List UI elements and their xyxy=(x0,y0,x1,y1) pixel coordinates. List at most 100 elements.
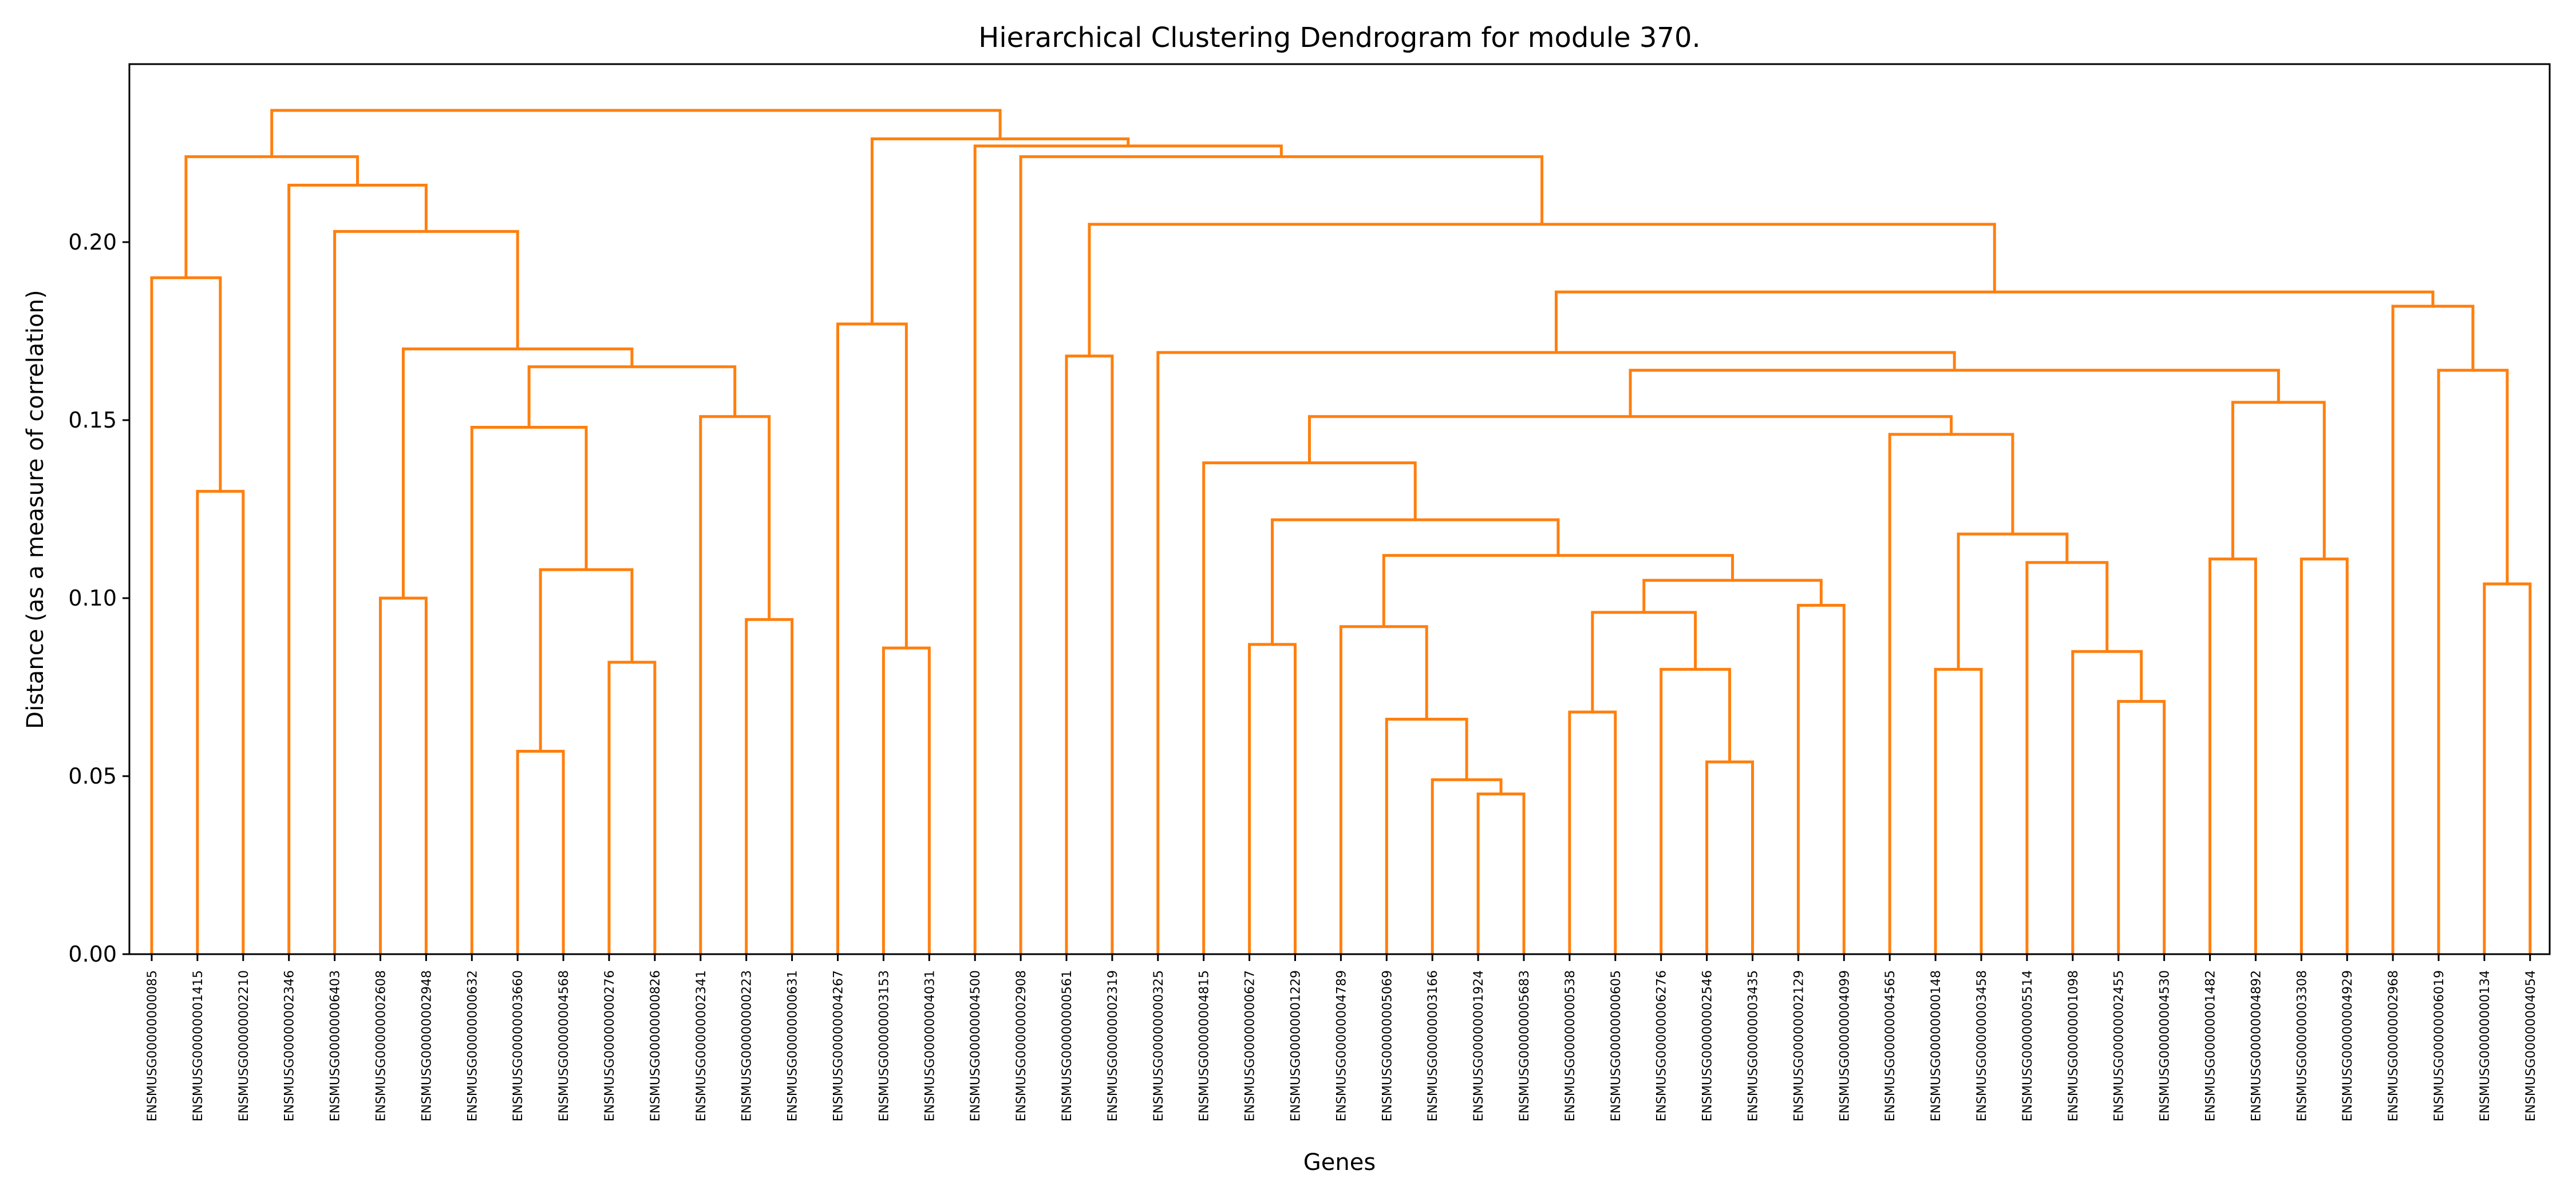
dendrogram-link xyxy=(1629,369,2280,417)
dendrogram-link xyxy=(1796,603,1846,954)
dendrogram-link xyxy=(1705,760,1754,954)
leaf-label: ENSMUSG00000004267 xyxy=(832,970,846,1121)
dendrogram-link xyxy=(184,155,359,278)
dendrogram-link xyxy=(2231,401,2326,559)
dendrogram-link xyxy=(150,276,222,954)
dendrogram-link xyxy=(1088,223,1996,357)
leaf-label: ENSMUSG00000002908 xyxy=(1014,970,1029,1121)
leaf-label: ENSMUSG00000003660 xyxy=(511,970,526,1121)
dendrogram-links xyxy=(150,109,2532,954)
dendrogram-link xyxy=(2117,699,2166,954)
leaf-label: ENSMUSG00000002341 xyxy=(694,970,709,1121)
leaf-label: ENSMUSG00000001924 xyxy=(1472,970,1486,1121)
leaf-label: ENSMUSG00000000538 xyxy=(1563,970,1578,1121)
chart-title: Hierarchical Clustering Dendrogram for m… xyxy=(978,22,1701,54)
leaf-label: ENSMUSG00000005683 xyxy=(1518,970,1532,1121)
dendrogram-link xyxy=(2208,557,2257,954)
leaf-label: ENSMUSG00000003458 xyxy=(1975,970,1989,1121)
leaf-label: ENSMUSG00000006403 xyxy=(329,970,343,1121)
dendrogram-link xyxy=(1431,778,1503,954)
leaf-label: ENSMUSG00000003166 xyxy=(1426,970,1440,1121)
y-tick-label: 0.10 xyxy=(68,586,117,611)
leaf-label: ENSMUSG00000004099 xyxy=(1838,970,1852,1121)
leaf-label: ENSMUSG00000000276 xyxy=(603,970,617,1121)
dendrogram-link xyxy=(1385,717,1468,954)
leaf-label: ENSMUSG00000002455 xyxy=(2112,970,2127,1121)
leaf-label: ENSMUSG00000004500 xyxy=(969,970,983,1121)
dendrogram-link xyxy=(1065,354,1114,954)
dendrogram-link xyxy=(1888,433,2014,954)
dendrogram-link xyxy=(1660,667,1732,954)
leaf-label: ENSMUSG00000000826 xyxy=(649,970,663,1121)
plot-frame xyxy=(128,63,2551,955)
dendrogram-link xyxy=(699,415,771,954)
leaf-label: ENSMUSG00000006276 xyxy=(1655,970,1669,1121)
dendrogram-link xyxy=(1382,553,1735,627)
dendrogram-link xyxy=(745,618,794,954)
dendrogram-link xyxy=(1307,415,1953,463)
leaf-label: ENSMUSG00000000134 xyxy=(2478,970,2492,1121)
leaf-label: ENSMUSG00000001098 xyxy=(2067,970,2081,1121)
leaf-label: ENSMUSG00000005069 xyxy=(1380,970,1394,1121)
leaf-label: ENSMUSG00000003153 xyxy=(877,970,891,1121)
leaf-label: ENSMUSG00000002319 xyxy=(1106,970,1120,1121)
dendrogram-link xyxy=(539,568,634,752)
dendrogram-link xyxy=(1568,710,1617,954)
x-axis-label: Genes xyxy=(1303,1149,1376,1176)
x-axis: ENSMUSG00000000085 ENSMUSG00000001415 ENSM… xyxy=(145,954,2538,1121)
leaf-label: ENSMUSG00000001415 xyxy=(191,970,206,1121)
leaf-label: ENSMUSG00000001229 xyxy=(1289,970,1303,1121)
dendrogram-link xyxy=(287,183,428,954)
leaf-label: ENSMUSG00000000632 xyxy=(465,970,480,1121)
leaf-label: ENSMUSG00000000085 xyxy=(145,970,160,1121)
leaf-label: ENSMUSG00000004815 xyxy=(1198,970,1212,1121)
leaf-label: ENSMUSG00000000605 xyxy=(1609,970,1623,1121)
dendrogram-link xyxy=(516,749,565,954)
leaf-label: ENSMUSG00000004789 xyxy=(1334,970,1349,1121)
dendrogram-link xyxy=(836,322,908,954)
leaf-label: ENSMUSG00000002129 xyxy=(1792,970,1806,1121)
leaf-label: ENSMUSG00000000561 xyxy=(1060,970,1074,1121)
leaf-label: ENSMUSG00000002546 xyxy=(1701,970,1715,1121)
y-tick-label: 0.15 xyxy=(68,408,117,433)
y-tick-label: 0.20 xyxy=(68,230,117,255)
dendrogram-link xyxy=(1934,667,1983,954)
dendrogram-link xyxy=(196,489,245,954)
dendrogram-link xyxy=(2437,369,2509,954)
leaf-label: ENSMUSG00000004929 xyxy=(2341,970,2355,1121)
leaf-label: ENSMUSG00000003308 xyxy=(2295,970,2309,1121)
dendrogram-link xyxy=(401,347,634,598)
y-axis-label: Distance (as a measure of correlation) xyxy=(22,290,49,729)
dendrogram-link xyxy=(1339,625,1428,954)
y-tick-label: 0.00 xyxy=(68,942,117,967)
dendrogram-link xyxy=(607,661,657,954)
leaf-label: ENSMUSG00000002948 xyxy=(420,970,434,1121)
leaf-label: ENSMUSG00000001482 xyxy=(2204,970,2218,1121)
leaf-label: ENSMUSG00000002968 xyxy=(2387,970,2401,1121)
leaf-label: ENSMUSG00000000325 xyxy=(1152,970,1166,1121)
leaf-label: ENSMUSG00000005514 xyxy=(2021,970,2035,1121)
leaf-label: ENSMUSG00000002210 xyxy=(237,970,251,1121)
dendrogram-link xyxy=(1156,351,1956,954)
dendrogram-link xyxy=(2025,561,2109,954)
dendrogram-link xyxy=(527,365,737,428)
leaf-label: ENSMUSG00000000631 xyxy=(786,970,800,1121)
dendrogram-link xyxy=(470,425,588,954)
dendrogram-link xyxy=(882,646,931,954)
dendrogram-link xyxy=(1476,792,1526,954)
leaf-label: ENSMUSG00000004031 xyxy=(923,970,937,1121)
dendrogram-link xyxy=(2071,650,2143,954)
leaf-label: ENSMUSG00000003435 xyxy=(1747,970,1761,1121)
leaf-label: ENSMUSG00000000223 xyxy=(740,970,754,1121)
dendrogram-link xyxy=(379,596,428,954)
leaf-label: ENSMUSG00000004054 xyxy=(2524,970,2538,1121)
dendrogram-link xyxy=(1642,579,1823,612)
leaf-label: ENSMUSG00000004530 xyxy=(2158,970,2172,1121)
y-axis: 0.00 0.05 0.10 0.15 0.20 xyxy=(68,230,129,967)
leaf-label: ENSMUSG00000004892 xyxy=(2249,970,2263,1121)
y-tick-label: 0.05 xyxy=(68,764,117,789)
leaf-label: ENSMUSG00000002608 xyxy=(374,970,389,1121)
dendrogram-link xyxy=(1957,532,2069,670)
dendrogram-link xyxy=(1554,290,2435,353)
